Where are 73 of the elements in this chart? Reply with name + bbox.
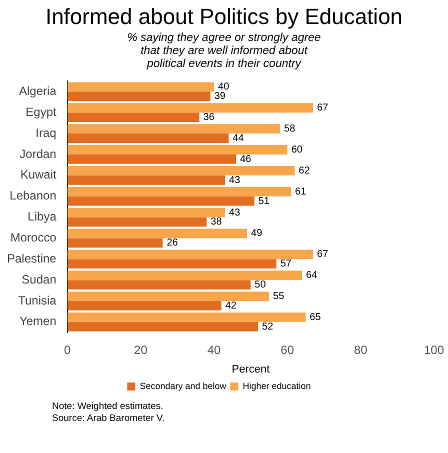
data-label: 49 <box>251 228 263 240</box>
data-label: 26 <box>166 238 178 249</box>
y-tick-label: Egypt <box>26 104 58 119</box>
y-tick-label: Palestine <box>6 251 57 266</box>
legend-label: Secondary and below <box>140 380 227 391</box>
bar <box>67 112 200 122</box>
y-tick-label: Sudan <box>22 272 56 286</box>
y-tick-label: Lebanon <box>10 188 56 203</box>
data-label: 65 <box>310 312 322 323</box>
bar <box>67 259 276 269</box>
x-tick-label: 40 <box>207 342 222 357</box>
data-label: 40 <box>218 82 230 93</box>
chart-title: Informed about Politics by Education <box>44 4 404 30</box>
bar <box>67 154 236 164</box>
data-label: 39 <box>214 91 226 102</box>
y-tick-label: Algeria <box>19 84 57 98</box>
bar <box>67 270 302 280</box>
bar <box>67 208 226 218</box>
data-label: 42 <box>225 300 237 312</box>
data-label: 38 <box>210 216 222 228</box>
bar <box>67 166 295 176</box>
data-label: 58 <box>284 124 296 135</box>
bar <box>67 92 210 102</box>
bar <box>67 82 214 92</box>
y-tick-label: Kuwait <box>20 168 58 182</box>
data-label: 52 <box>262 321 274 332</box>
data-label: 60 <box>291 144 303 156</box>
data-label: 43 <box>229 174 241 186</box>
text: Note: Weighted estimates. <box>52 401 164 413</box>
data-label: 36 <box>203 112 215 124</box>
y-tick-label: Libya <box>28 210 57 224</box>
y-tick-label: Tunisia <box>18 293 57 308</box>
data-label: 64 <box>306 270 318 282</box>
legend-label: Higher education <box>242 380 311 391</box>
x-tick-label: 0 <box>64 342 72 357</box>
y-tick-label: Jordan <box>20 146 56 161</box>
data-label: 61 <box>295 186 307 198</box>
x-tick-label: 20 <box>134 342 148 357</box>
data-label: 51 <box>258 196 270 207</box>
source-note: Source: Arab Barometer V. <box>52 413 166 425</box>
data-label: 67 <box>317 102 329 114</box>
x-tick-label: 100 <box>424 342 444 357</box>
y-tick-label: Morocco <box>10 230 57 245</box>
bar <box>67 322 258 332</box>
bar <box>67 217 207 227</box>
data-label: 46 <box>240 154 252 165</box>
data-label: 50 <box>254 280 266 291</box>
chart-subtitle: % saying they agree or strongly agree that they are well informed about political events in their country <box>126 32 322 71</box>
bar <box>67 292 270 301</box>
bar <box>67 103 314 113</box>
data-label: 55 <box>273 291 285 302</box>
bar <box>67 134 229 143</box>
data-label: 44 <box>232 132 244 144</box>
bar <box>67 238 163 248</box>
y-tick-label: Yemen <box>19 314 56 328</box>
data-label: 57 <box>280 258 292 270</box>
x-axis-title: Percent <box>232 363 270 376</box>
bar <box>67 250 314 260</box>
x-tick-label: 60 <box>280 342 294 357</box>
bar <box>67 124 280 134</box>
data-label: 67 <box>317 249 329 260</box>
y-tick-label: Iraq <box>36 126 56 140</box>
data-label: 62 <box>298 165 310 176</box>
x-tick-label: 80 <box>354 342 368 357</box>
data-label: 43 <box>229 207 241 218</box>
bar <box>67 301 222 310</box>
bar <box>67 280 251 290</box>
bar <box>67 186 292 196</box>
bar <box>67 145 288 154</box>
bar <box>67 175 226 185</box>
bar <box>67 312 306 322</box>
bar <box>67 228 248 238</box>
bar <box>67 196 254 206</box>
